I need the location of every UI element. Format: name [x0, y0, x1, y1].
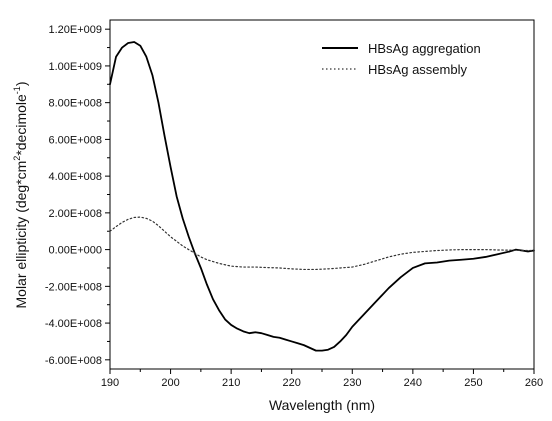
y-tick-label: 1.00E+009 [48, 61, 102, 73]
legend-label-aggregation: HBsAg aggregation [368, 41, 481, 56]
y-tick-label: 8.00E+008 [48, 98, 102, 110]
x-tick-label: 250 [464, 377, 482, 389]
x-tick-label: 190 [101, 377, 119, 389]
y-tick-label: -4.00E+008 [45, 318, 102, 330]
y-tick-label: 4.00E+008 [48, 171, 102, 183]
axis-ticks: 190 200 210 220 230 240 250 260 -6.00E+008 -4.00E… [45, 24, 543, 389]
series-lines [109, 41, 535, 352]
y-tick-label: -2.00E+008 [45, 281, 102, 293]
y-tick-label: 1.20E+009 [48, 24, 102, 36]
y-tick-label: 0.00E+000 [48, 245, 102, 257]
x-axis-title: Wavelength (nm) [269, 397, 375, 413]
legend: HBsAg aggregation HBsAg assembly [322, 41, 481, 77]
y-tick-label: 6.00E+008 [48, 134, 102, 146]
x-tick-label: 220 [283, 377, 301, 389]
x-tick-label: 200 [161, 377, 179, 389]
series-line-assembly [109, 216, 535, 271]
y-tick-label: -6.00E+008 [45, 355, 102, 367]
x-tick-label: 230 [343, 377, 361, 389]
x-tick-label: 240 [404, 377, 422, 389]
plot-frame [109, 19, 535, 370]
legend-label-assembly: HBsAg assembly [368, 62, 467, 77]
x-tick-label: 260 [525, 377, 543, 389]
x-tick-label: 210 [222, 377, 240, 389]
y-axis-title: Molar ellipticity (deg*cm2*decimole-1) [12, 81, 29, 308]
y-tick-label: 2.00E+008 [48, 208, 102, 220]
series-line-aggregation [109, 41, 535, 352]
